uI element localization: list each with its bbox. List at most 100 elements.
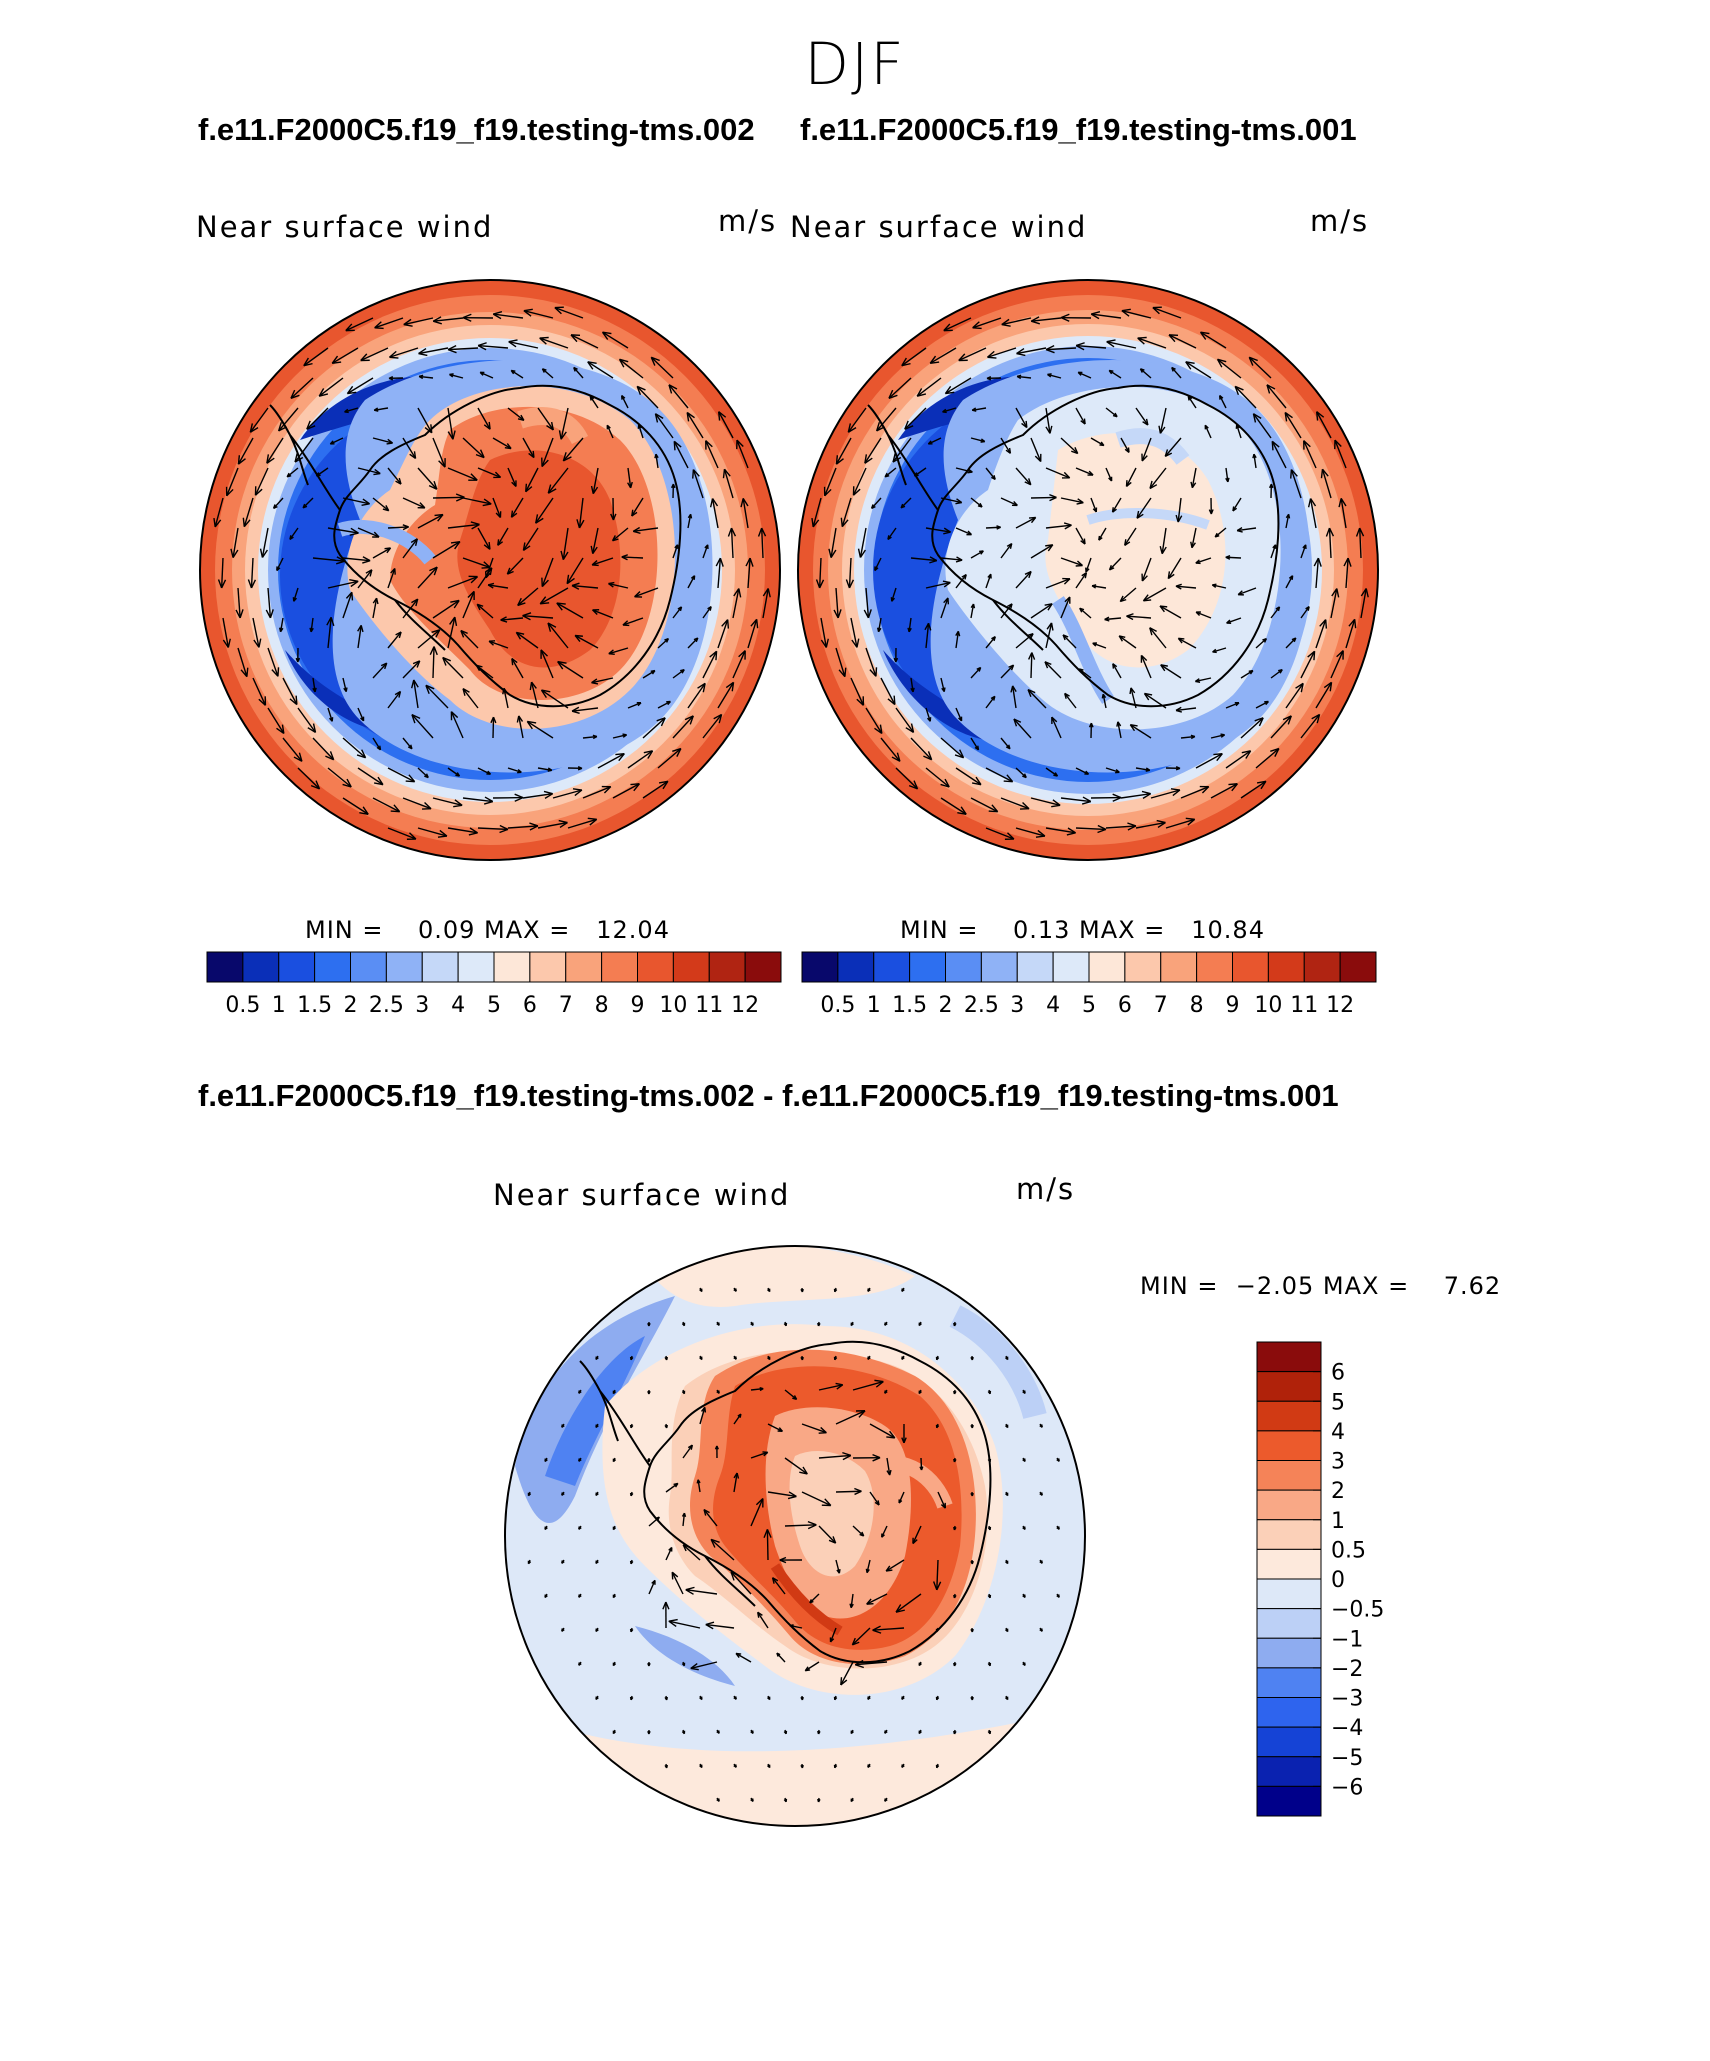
wind-vector [1129, 724, 1138, 732]
wind-vector [1195, 559, 1201, 565]
wind-vector [804, 1666, 811, 1672]
wind-vector [716, 1798, 720, 1802]
wind-vector [955, 767, 982, 786]
wind-vector [574, 634, 583, 643]
colorbar-tick-label: 2.5 [964, 993, 999, 1018]
wind-vector [987, 1526, 992, 1531]
colorbar-box [1256, 1756, 1322, 1787]
colorbar-tick-label: −4 [1331, 1716, 1363, 1741]
wind-vector [1164, 449, 1173, 457]
wind-vector [1000, 797, 1030, 810]
wind-vector [943, 527, 951, 535]
wind-vector [527, 1560, 532, 1565]
wind-vector [468, 575, 479, 584]
wind-vector [482, 498, 492, 507]
wind-vector [850, 1798, 854, 1803]
wind-vector [945, 377, 972, 395]
wind-vector [1044, 661, 1052, 669]
wind-vector [762, 1451, 769, 1457]
wind-vector [1046, 622, 1054, 631]
wind-vector [1000, 543, 1013, 559]
wind-vector [1300, 650, 1316, 679]
wind-vector [696, 1479, 701, 1484]
wind-vector [1126, 613, 1134, 621]
wind-vector [409, 451, 417, 459]
wind-vector [388, 375, 394, 381]
wind-vector [1338, 498, 1347, 508]
wind-vector [561, 1492, 565, 1496]
colorbar-box [1256, 1489, 1322, 1521]
wind-vector [518, 715, 524, 739]
wind-vector [664, 1764, 669, 1769]
wind-vector [316, 467, 329, 477]
colorbar-box [1256, 1726, 1322, 1758]
wind-vector [582, 786, 612, 799]
wind-vector [349, 578, 359, 588]
wind-vector [970, 1560, 974, 1565]
wind-vector [881, 1525, 888, 1538]
wind-vector [857, 548, 866, 558]
wind-vector [1108, 369, 1122, 379]
wind-vector [1075, 467, 1094, 476]
wind-vector [1081, 572, 1088, 579]
colorbar-box [385, 951, 423, 983]
wind-vector [1015, 407, 1028, 428]
wind-vector [573, 367, 584, 379]
wind-vector [372, 597, 379, 605]
wind-vector [612, 1730, 617, 1735]
wind-vector [592, 609, 614, 619]
wind-vector [685, 1586, 695, 1595]
wind-vector [699, 1696, 703, 1701]
wind-vector [289, 535, 294, 541]
wind-vector [914, 467, 927, 477]
wind-vector [621, 395, 629, 409]
wind-vector [508, 339, 518, 348]
wind-vector [884, 1322, 888, 1326]
wind-vector [985, 467, 996, 480]
wind-vector [1011, 685, 1017, 709]
colorbar-tick-label: 0.5 [225, 993, 260, 1018]
wind-vector [1045, 578, 1071, 589]
wind-vector [888, 389, 898, 399]
wind-vector [1000, 664, 1015, 679]
wind-vector [895, 1604, 905, 1613]
colorbar-tick-label: 1.5 [297, 993, 332, 1018]
field-band [645, 1246, 915, 1307]
wind-vector [247, 579, 257, 589]
wind-vector [845, 579, 855, 589]
wind-vector [1015, 767, 1027, 779]
wind-vector [905, 723, 915, 733]
wind-vector [1101, 693, 1107, 699]
wind-vector [632, 526, 641, 534]
wind-vector [1024, 478, 1032, 486]
wind-vector [1345, 558, 1349, 589]
field-band [1086, 508, 1210, 530]
wind-vector [1195, 611, 1201, 616]
wind-vector [709, 650, 718, 661]
colorbar-tick-label: 10 [1254, 993, 1282, 1018]
wind-vector [690, 575, 696, 580]
wind-vector [733, 1288, 737, 1292]
wind-vector [277, 422, 287, 432]
wind-vector [1015, 571, 1032, 589]
wind-vector [850, 617, 858, 648]
wind-vector [1232, 497, 1242, 512]
wind-vector [668, 384, 689, 409]
wind-vector [953, 1458, 957, 1463]
wind-vector [514, 793, 524, 802]
wind-vector [869, 667, 878, 677]
wind-vector [330, 437, 344, 445]
wind-vector [1234, 385, 1244, 396]
wind-vector [1336, 650, 1344, 660]
wind-vector [762, 588, 771, 598]
wind-vector [547, 484, 557, 494]
wind-vector [817, 1730, 821, 1735]
wind-vector [1060, 596, 1071, 619]
wind-vector [835, 1559, 841, 1574]
wind-vector [492, 437, 512, 450]
wind-vector [818, 1454, 851, 1459]
wind-vector [432, 437, 446, 468]
wind-vector [654, 413, 674, 439]
wind-vector [1232, 506, 1238, 512]
wind-vector [438, 458, 446, 468]
